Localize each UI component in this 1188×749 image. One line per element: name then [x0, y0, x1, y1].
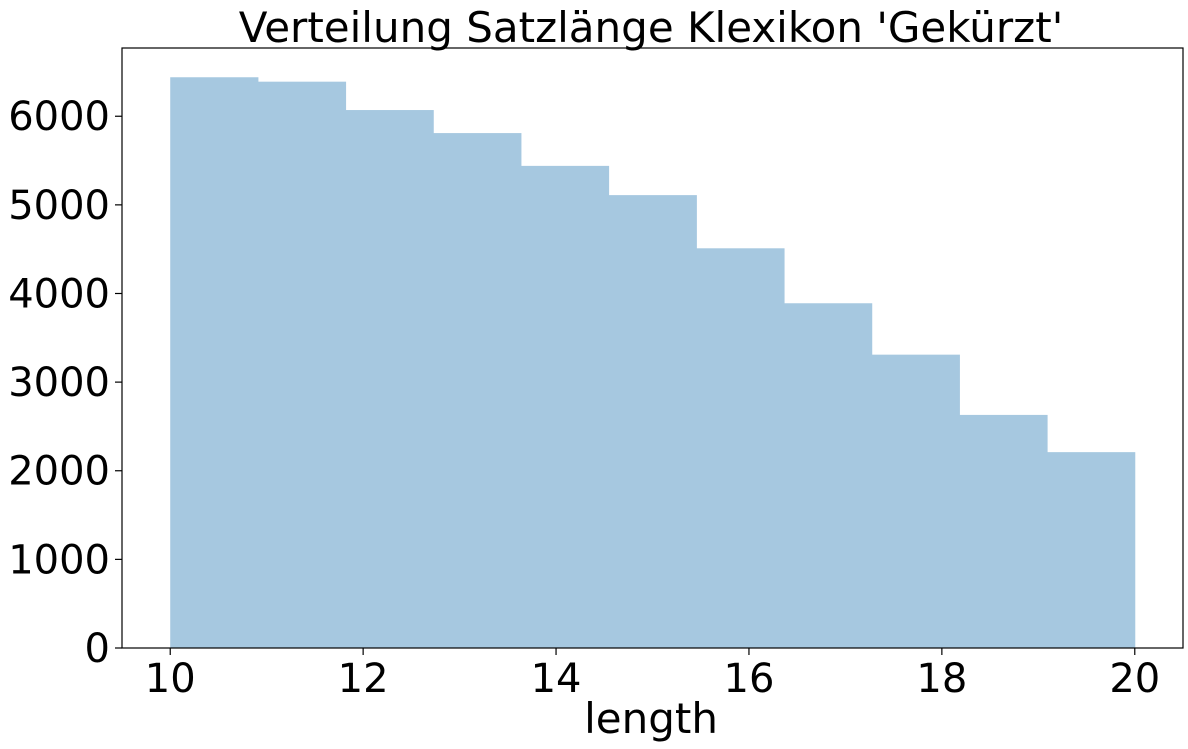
histogram-bar — [871, 354, 960, 648]
y-tick-label: 3000 — [8, 360, 110, 406]
histogram-bar — [520, 165, 610, 648]
x-tick-label: 16 — [724, 656, 775, 702]
histogram-bar — [1047, 452, 1136, 648]
x-tick-label: 20 — [1109, 656, 1160, 702]
histogram-bar — [959, 414, 1048, 648]
y-tick-label: 1000 — [8, 537, 110, 583]
histogram-bar — [784, 303, 873, 648]
histogram-bar — [170, 77, 259, 648]
x-tick-label: 10 — [145, 656, 196, 702]
histogram-bar — [433, 133, 522, 648]
plot-frame — [121, 47, 1184, 649]
chart-title: Verteilung Satzlänge Klexikon 'Gekürzt' — [239, 3, 1064, 52]
histogram-bar — [608, 195, 697, 649]
y-tick-label: 0 — [85, 626, 110, 672]
histogram-bar — [345, 110, 434, 649]
x-tick-label: 12 — [338, 656, 389, 702]
x-tick-label: 14 — [531, 656, 582, 702]
y-axis-ticks: 0 1000 2000 3000 4000 5000 6000 — [8, 94, 122, 672]
y-tick-label: 5000 — [8, 183, 110, 229]
histogram-bar — [257, 81, 347, 649]
histogram-bar — [696, 248, 785, 649]
y-tick-label: 2000 — [8, 449, 110, 495]
y-tick-label: 6000 — [8, 94, 110, 140]
x-tick-label: 18 — [916, 656, 967, 702]
x-axis-label: length — [584, 694, 718, 743]
bars-layer — [170, 77, 1136, 649]
y-tick-label: 4000 — [8, 271, 110, 317]
x-axis-ticks: 10 12 14 16 18 20 — [145, 648, 1160, 702]
